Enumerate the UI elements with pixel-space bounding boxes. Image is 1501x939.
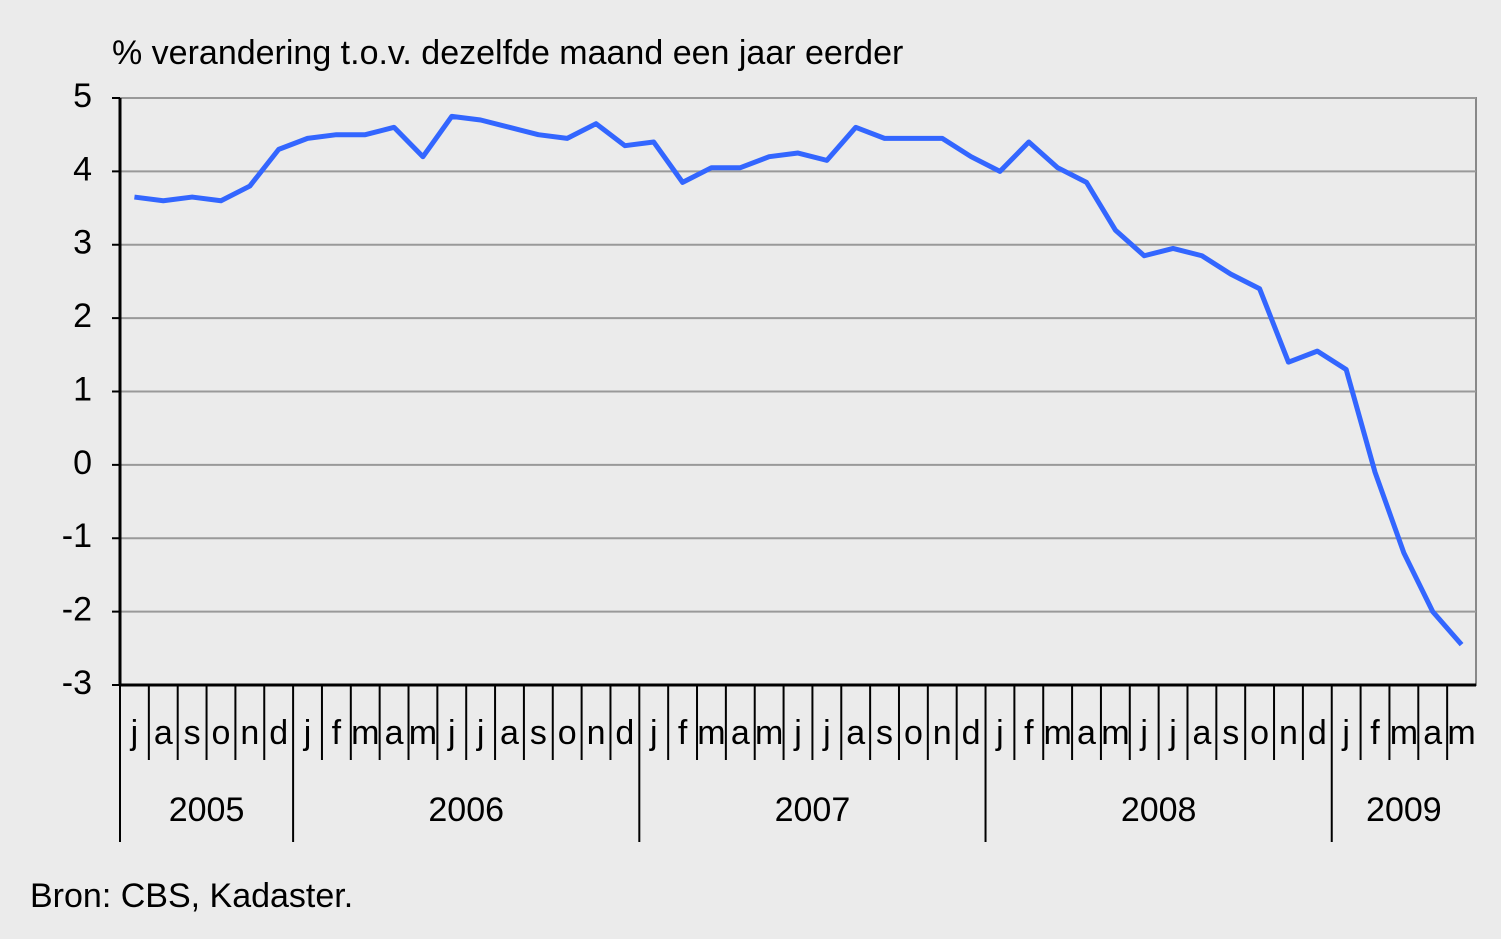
x-tick-label: a xyxy=(1077,714,1096,752)
x-tick-label: j xyxy=(793,714,802,752)
x-tick-label: f xyxy=(1370,714,1380,752)
x-tick-label: d xyxy=(269,714,288,752)
x-tick-label: m xyxy=(1447,714,1475,752)
x-tick-label: o xyxy=(1250,714,1269,752)
x-tick-label: n xyxy=(1279,714,1298,752)
x-tick-label: o xyxy=(558,714,577,752)
x-tick-label: m xyxy=(351,714,379,752)
x-tick-label: a xyxy=(846,714,865,752)
x-tick-label: m xyxy=(1043,714,1071,752)
y-tick-label: 1 xyxy=(73,370,92,408)
x-tick-label: n xyxy=(933,714,952,752)
x-tick-label: j xyxy=(649,714,658,752)
x-tick-label: j xyxy=(1139,714,1148,752)
x-tick-label: n xyxy=(587,714,606,752)
x-tick-label: o xyxy=(212,714,231,752)
year-label: 2005 xyxy=(169,791,245,829)
x-tick-label: j xyxy=(822,714,831,752)
y-tick-label: 3 xyxy=(73,224,92,262)
x-tick-label: m xyxy=(1101,714,1129,752)
x-tick-label: d xyxy=(615,714,634,752)
x-tick-label: a xyxy=(1423,714,1442,752)
year-label: 2009 xyxy=(1366,791,1442,829)
x-tick-label: a xyxy=(385,714,404,752)
x-tick-label: f xyxy=(1024,714,1034,752)
y-tick-label: 2 xyxy=(73,297,92,335)
x-tick-label: j xyxy=(447,714,456,752)
x-tick-label: m xyxy=(1390,714,1418,752)
x-tick-label: j xyxy=(130,714,139,752)
x-tick-label: m xyxy=(755,714,783,752)
chart-title: % verandering t.o.v. dezelfde maand een … xyxy=(112,34,903,72)
x-tick-label: d xyxy=(1308,714,1327,752)
year-label: 2006 xyxy=(428,791,504,829)
y-tick-label: -3 xyxy=(62,664,92,702)
x-tick-label: d xyxy=(962,714,981,752)
x-tick-label: n xyxy=(240,714,259,752)
y-tick-label: 5 xyxy=(73,77,92,115)
y-tick-label: -2 xyxy=(62,591,92,629)
year-label: 2008 xyxy=(1121,791,1197,829)
data-line xyxy=(134,113,1464,647)
x-tick-label: m xyxy=(409,714,437,752)
x-tick-label: f xyxy=(678,714,688,752)
source-note: Bron: CBS, Kadaster. xyxy=(30,877,353,915)
x-tick-label: a xyxy=(154,714,173,752)
x-tick-label: s xyxy=(876,714,893,752)
y-tick-label: 0 xyxy=(73,444,92,482)
year-label: 2007 xyxy=(775,791,851,829)
x-tick-label: s xyxy=(530,714,547,752)
x-tick-label: m xyxy=(697,714,725,752)
x-tick-label: f xyxy=(332,714,342,752)
y-tick-label: -1 xyxy=(62,517,92,555)
x-tick-label: o xyxy=(904,714,923,752)
x-tick-label: j xyxy=(1168,714,1177,752)
x-tick-label: j xyxy=(995,714,1004,752)
x-tick-label: a xyxy=(731,714,750,752)
x-tick-label: a xyxy=(500,714,519,752)
x-tick-label: s xyxy=(184,714,201,752)
x-tick-label: a xyxy=(1192,714,1211,752)
x-tick-label: s xyxy=(1222,714,1239,752)
x-tick-label: j xyxy=(476,714,485,752)
y-tick-label: 4 xyxy=(73,150,92,188)
x-tick-label: j xyxy=(1341,714,1350,752)
x-tick-label: j xyxy=(303,714,312,752)
